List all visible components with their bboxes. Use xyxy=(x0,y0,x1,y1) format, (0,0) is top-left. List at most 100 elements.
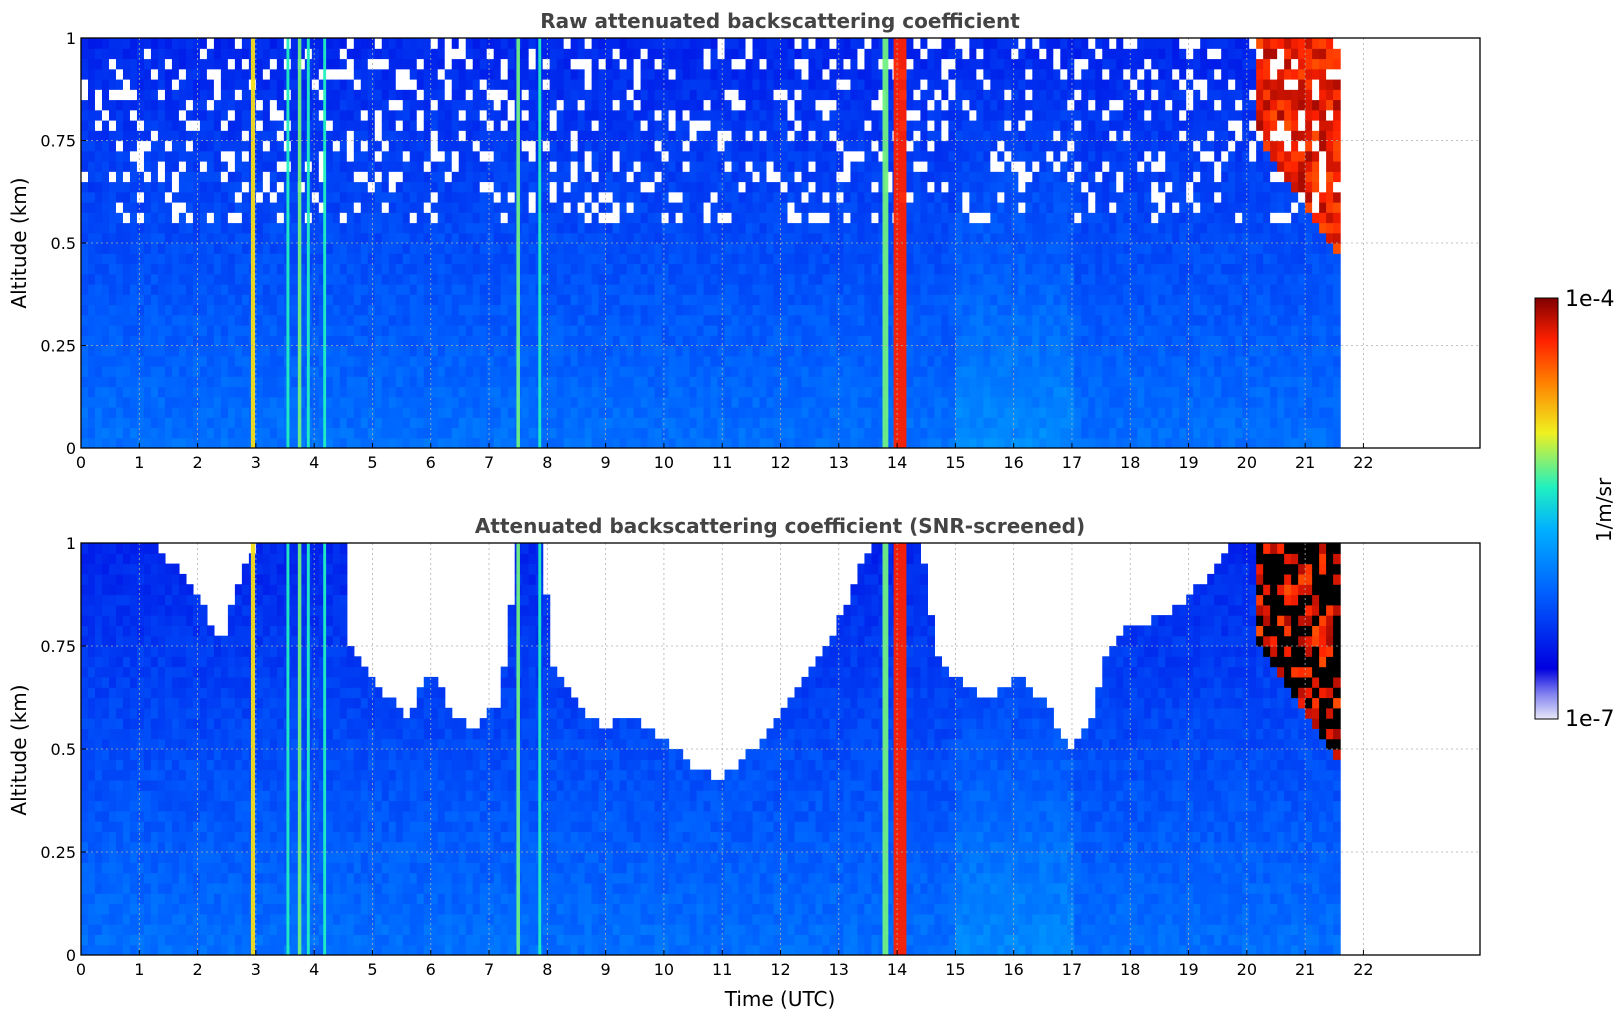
heatmap-cell xyxy=(136,212,145,224)
heatmap-cell xyxy=(787,191,796,203)
heatmap-cell xyxy=(815,263,824,275)
heatmap-cell xyxy=(129,263,138,275)
heatmap-cell xyxy=(913,243,921,254)
heatmap-cell xyxy=(81,202,89,213)
heatmap-cell xyxy=(262,253,271,265)
heatmap-cell xyxy=(549,314,558,326)
heatmap-cell xyxy=(493,253,502,265)
heatmap-cell xyxy=(878,396,887,408)
heatmap-cell xyxy=(710,366,719,377)
heatmap-cell xyxy=(689,273,698,285)
heatmap-cell xyxy=(192,140,201,152)
heatmap-cell xyxy=(108,89,117,101)
heatmap-cell xyxy=(948,345,956,357)
heatmap-cell xyxy=(402,304,411,316)
heatmap-cell xyxy=(661,325,670,336)
heatmap-cell xyxy=(654,89,663,101)
heatmap-cell xyxy=(759,38,768,49)
heatmap-cell xyxy=(619,38,628,49)
heatmap-cell xyxy=(332,407,341,418)
heatmap-cell xyxy=(633,304,642,316)
heatmap-cell xyxy=(444,386,453,398)
heatmap-cell xyxy=(206,181,215,193)
heatmap-cell xyxy=(871,232,880,244)
heatmap-cell xyxy=(633,386,642,398)
heatmap-cell xyxy=(717,161,726,172)
heatmap-cell xyxy=(339,89,348,101)
heatmap-cell xyxy=(787,161,796,172)
heatmap-cell xyxy=(444,417,453,429)
heatmap-cell xyxy=(269,130,278,142)
heatmap-cell xyxy=(752,222,761,234)
heatmap-cell xyxy=(395,376,404,388)
heatmap-cell xyxy=(213,314,222,326)
heatmap-cell xyxy=(619,222,628,234)
heatmap-cell xyxy=(759,130,768,142)
heatmap-cell xyxy=(696,355,705,367)
heatmap-cell xyxy=(521,396,530,408)
heatmap-cell xyxy=(906,273,915,285)
heatmap-cell xyxy=(661,294,670,306)
heatmap-cell xyxy=(374,396,383,408)
heatmap-cell xyxy=(199,376,208,388)
heatmap-cell xyxy=(927,407,935,418)
heatmap-cell xyxy=(934,38,942,49)
heatmap-cell xyxy=(703,376,712,388)
heatmap-cell xyxy=(934,68,942,80)
heatmap-cell xyxy=(654,79,663,90)
heatmap-cell xyxy=(115,417,124,429)
heatmap-cell xyxy=(81,263,89,275)
heatmap-cell xyxy=(570,345,579,357)
heatmap-cell xyxy=(409,437,418,448)
heatmap-cell xyxy=(843,304,852,316)
heatmap-cell xyxy=(507,427,516,439)
heatmap-cell xyxy=(423,335,432,347)
heatmap-cell xyxy=(927,109,935,121)
heatmap-cell xyxy=(661,335,670,347)
heatmap-cell xyxy=(402,366,411,377)
heatmap-cell xyxy=(682,366,691,377)
heatmap-cell xyxy=(367,79,376,90)
heatmap-cell xyxy=(871,243,880,254)
heatmap-cell xyxy=(227,68,236,80)
heatmap-cell xyxy=(325,314,334,326)
heatmap-cell xyxy=(388,304,397,316)
heatmap-cell xyxy=(388,120,397,131)
heatmap-cell xyxy=(696,222,705,234)
heatmap-cell xyxy=(794,427,803,439)
heatmap-cell xyxy=(339,314,348,326)
heatmap-cell xyxy=(472,181,481,193)
heatmap-cell xyxy=(206,222,215,234)
heatmap-cell xyxy=(640,232,649,244)
heatmap-cell xyxy=(416,120,425,131)
heatmap-cell xyxy=(563,437,572,448)
heatmap-cell xyxy=(801,284,810,295)
heatmap-cell xyxy=(619,335,628,347)
heatmap-cell xyxy=(808,304,817,316)
heatmap-cell xyxy=(493,366,502,377)
heatmap-cell xyxy=(262,243,271,254)
heatmap-cell xyxy=(724,161,733,172)
heatmap-cell xyxy=(178,150,187,162)
heatmap-cell xyxy=(556,253,565,265)
heatmap-cell xyxy=(780,376,789,388)
heatmap-cell xyxy=(465,58,474,70)
heatmap-cell xyxy=(507,99,516,111)
heatmap-cell xyxy=(738,407,747,418)
heatmap-cell xyxy=(472,263,481,275)
heatmap-cell xyxy=(178,335,187,347)
heatmap-cell xyxy=(696,396,705,408)
heatmap-cell xyxy=(500,130,509,142)
heatmap-cell xyxy=(416,284,425,295)
heatmap-cell xyxy=(122,396,131,408)
heatmap-cell xyxy=(612,427,621,439)
heatmap-cell xyxy=(115,386,124,398)
heatmap-cell xyxy=(570,109,579,121)
heatmap-cell xyxy=(458,386,467,398)
heatmap-cell xyxy=(752,396,761,408)
heatmap-cell xyxy=(360,38,369,49)
heatmap-cell xyxy=(549,150,558,162)
heatmap-cell xyxy=(171,335,180,347)
heatmap-cell xyxy=(731,109,740,121)
heatmap-cell xyxy=(500,284,509,295)
